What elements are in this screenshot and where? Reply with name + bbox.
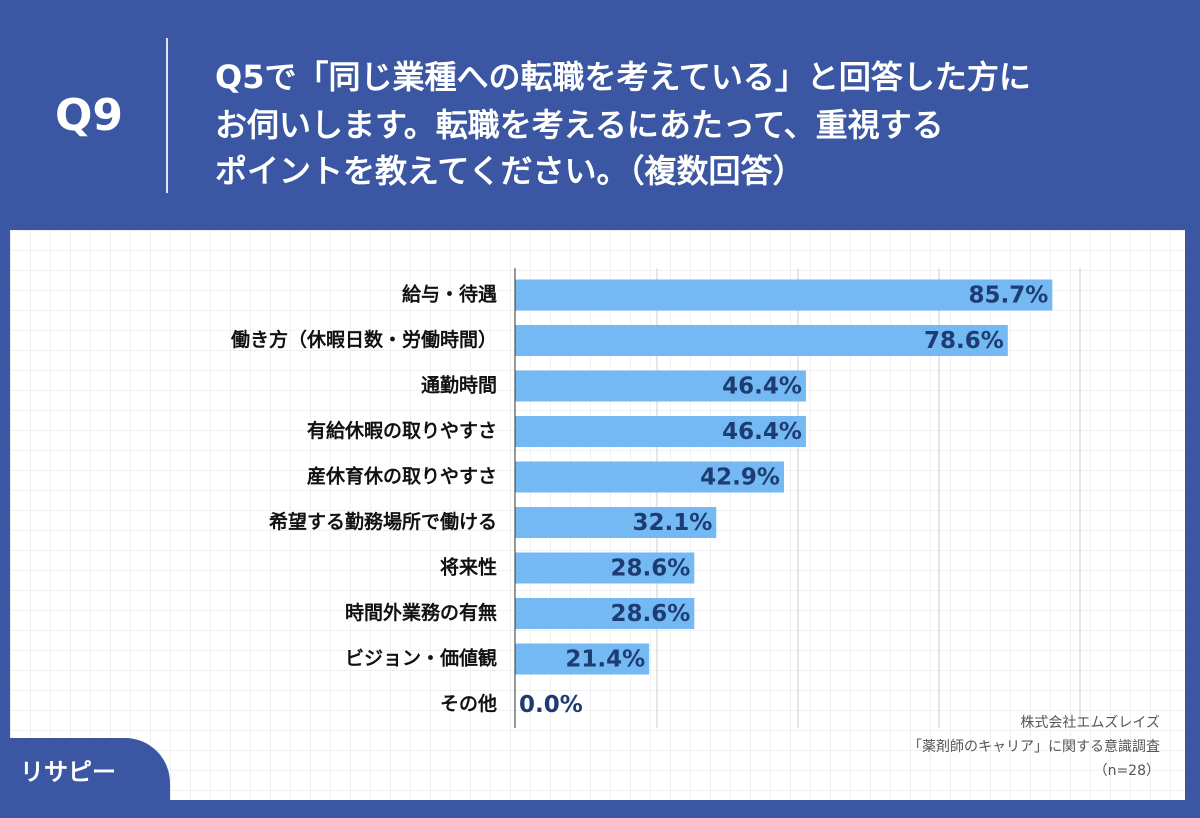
page: Q9 Q5で「同じ業種への転職を考えている」と回答した方に お伺いします。転職を… — [10, 38, 1185, 800]
category-label: 産休育休の取りやすさ — [307, 465, 497, 488]
value-label: 46.4% — [722, 374, 802, 400]
source: 株式会社エムズレイズ — [1020, 715, 1160, 731]
bar — [515, 279, 1053, 311]
bar — [515, 461, 784, 493]
chart: 給与・待遇 85.7% 働き方（休暇日数・労働時間） 78.6% 通勤時間 46.4% 有給… — [230, 268, 1081, 728]
category-label: 働き方（休暇日数・労働時間） — [230, 328, 497, 351]
question-line: Q5で「同じ業種への転職を考えている」と回答した方に — [215, 58, 1031, 96]
category-label: 将来性 — [440, 556, 497, 579]
source: （n=28） — [1093, 763, 1160, 779]
category-label: 給与・待遇 — [402, 283, 497, 306]
value-label: 32.1% — [632, 510, 712, 536]
bar — [515, 416, 806, 447]
logo-text: リサピー — [20, 758, 116, 786]
bar — [515, 370, 806, 402]
value-label: 28.6% — [611, 556, 691, 582]
divider — [166, 38, 168, 193]
category-label: 有給休暇の取りやすさ — [307, 419, 497, 442]
bar — [515, 552, 695, 584]
value-label: 78.6% — [924, 328, 1004, 354]
question-badge: Q9 — [55, 90, 124, 141]
value-label: 21.4% — [565, 647, 645, 673]
value-label: 0.0% — [519, 692, 583, 718]
value-label: 85.7% — [969, 283, 1049, 309]
logo: リサピー — [0, 738, 170, 818]
question-line: お伺いします。転職を考えるにあたって、重視する — [215, 106, 944, 144]
category-label: 通勤時間 — [421, 374, 497, 397]
category-label: 時間外業務の有無 — [345, 601, 497, 624]
category-label: 希望する勤務場所で働ける — [269, 510, 497, 533]
value-label: 28.6% — [611, 601, 691, 627]
bar — [515, 325, 1008, 356]
value-label: 42.9% — [700, 465, 780, 491]
bar — [515, 643, 650, 675]
question-line: ポイントを教えてください。（複数回答） — [215, 152, 805, 190]
category-label: ビジョン・価値観 — [345, 647, 497, 670]
value-label: 46.4% — [722, 419, 802, 445]
source: 「薬剤師のキャリア」に関する意識調査 — [908, 739, 1160, 755]
bar — [515, 507, 717, 538]
category-label: その他 — [440, 692, 497, 715]
bar — [515, 598, 695, 629]
